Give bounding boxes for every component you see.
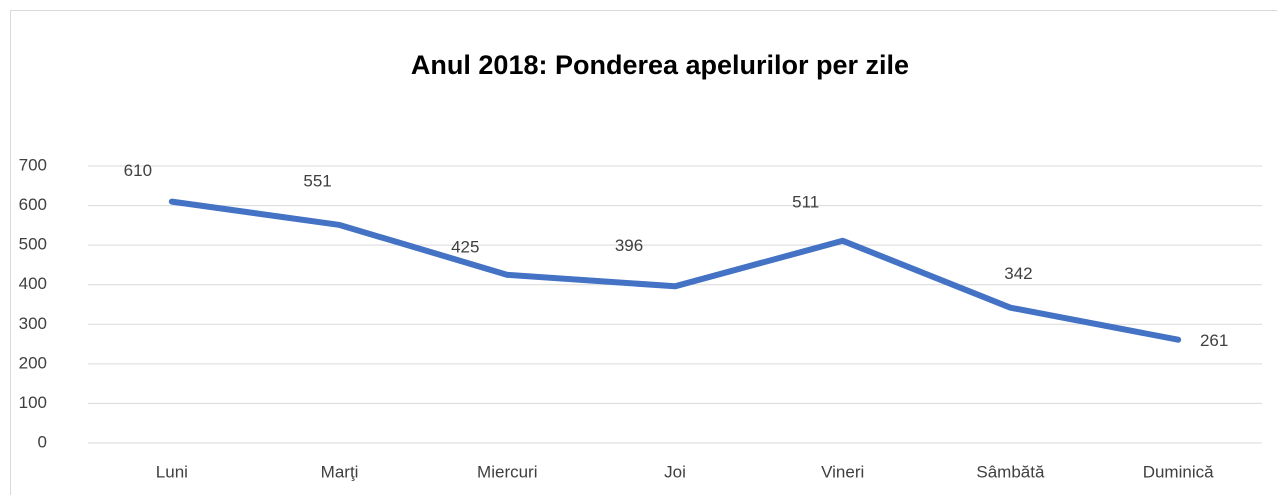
data-label: 396 [615, 236, 643, 255]
data-label: 551 [303, 171, 331, 190]
x-tick-label: Joi [664, 462, 686, 481]
chart-title: Anul 2018: Ponderea apelurilor per zile [411, 50, 909, 80]
data-label: 342 [1004, 264, 1032, 283]
data-label: 610 [124, 161, 152, 180]
y-tick-label: 300 [19, 314, 47, 333]
y-tick-label: 400 [19, 274, 47, 293]
y-tick-label: 200 [19, 353, 47, 372]
y-tick-label: 100 [19, 393, 47, 412]
data-label: 425 [451, 237, 479, 256]
x-tick-label: Sâmbătă [976, 462, 1045, 481]
x-tick-label: Luni [156, 462, 188, 481]
x-tick-label: Duminică [1143, 462, 1214, 481]
y-tick-label: 600 [19, 195, 47, 214]
data-label: 261 [1200, 331, 1228, 350]
y-tick-label: 500 [19, 235, 47, 254]
x-tick-label: Miercuri [477, 462, 537, 481]
line [168, 198, 1182, 343]
x-tick-label: Vineri [821, 462, 864, 481]
chart-border [10, 10, 1277, 495]
data-label: 511 [792, 192, 819, 211]
y-tick-label: 700 [19, 155, 47, 174]
x-tick-label: Marţi [321, 462, 359, 481]
y-tick-label: 0 [38, 432, 47, 451]
